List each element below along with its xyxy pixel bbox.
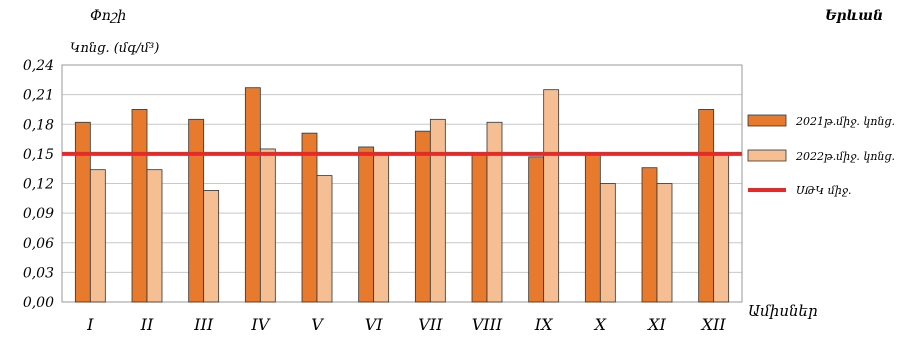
- bar-2022-I: [89, 169, 106, 303]
- x-tick-label: IX: [534, 315, 553, 334]
- bar-2021-IX: [528, 156, 545, 303]
- x-tick-label: X: [593, 315, 607, 334]
- legend-label-2022: 2022թ.միջ. կոնց.: [795, 150, 895, 163]
- bar-2021-X: [584, 153, 601, 303]
- y-tick-label: 0,06: [23, 236, 54, 252]
- y-tick-label: 0,03: [23, 265, 54, 281]
- y-tick-label: 0,18: [23, 117, 54, 133]
- bar-2022-III: [203, 190, 220, 303]
- x-tick-label: VIII: [472, 315, 503, 334]
- y-axis-label-line1: Փոշի: [90, 8, 126, 24]
- bar-2021-VII: [414, 130, 431, 303]
- legend-label-2021: 2021թ.միջ. կոնց.: [795, 115, 895, 128]
- bar-2022-VIII: [486, 121, 503, 303]
- bar-2021-IV: [244, 87, 261, 303]
- bars: [74, 87, 730, 303]
- legend: 2021թ.միջ. կոնց. 2022թ.միջ. կոնց. ՍԹԿ մի…: [747, 114, 895, 197]
- bar-2022-XI: [656, 183, 673, 303]
- legend-swatch-2022: [747, 149, 787, 162]
- bar-2022-IV: [259, 148, 276, 303]
- x-tick-labels: I II III IV V VI VII VIII IX X XI XII: [86, 315, 726, 334]
- bar-2021-VIII: [471, 153, 488, 303]
- bar-2021-VI: [358, 146, 375, 303]
- x-tick-label: VI: [365, 315, 384, 334]
- bar-2022-IX: [543, 89, 560, 303]
- x-tick-label: IV: [250, 315, 270, 334]
- gridlines: [62, 64, 742, 303]
- y-tick-label: 0,24: [23, 58, 54, 74]
- x-tick-label: III: [193, 315, 214, 334]
- x-tick-label: XII: [700, 315, 727, 334]
- y-tick-label: 0,09: [23, 206, 54, 222]
- x-tick-label: XI: [646, 315, 666, 334]
- bar-2022-XII: [713, 153, 730, 303]
- y-tick-label: 0,21: [23, 88, 54, 104]
- plot-area-border: [61, 64, 743, 303]
- bar-2022-VII: [429, 118, 446, 303]
- x-tick-label: VII: [418, 315, 443, 334]
- bar-2021-II: [131, 109, 148, 303]
- legend-swatch-2021: [747, 114, 787, 127]
- y-tick-label: 0,12: [23, 177, 54, 193]
- bar-2021-I: [74, 121, 91, 303]
- x-axis-label: Ամիսներ: [748, 302, 818, 320]
- x-tick-label: V: [311, 315, 324, 334]
- bar-2022-V: [316, 175, 333, 303]
- bar-2021-V: [301, 132, 318, 303]
- bar-2021-III: [188, 118, 205, 303]
- x-tick-label: I: [86, 315, 94, 334]
- y-tick-labels: 0,00 0,03 0,06 0,09 0,12 0,15 0,18 0,21 0,24: [23, 58, 54, 311]
- bar-2022-II: [146, 169, 163, 303]
- bar-2022-X: [599, 183, 616, 303]
- x-tick-label: II: [140, 315, 154, 334]
- bar-2022-VI: [373, 153, 390, 303]
- bar-2021-XI: [641, 167, 658, 303]
- bar-2021-XII: [698, 109, 715, 303]
- y-tick-label: 0,00: [23, 295, 54, 311]
- chart-title: Երևան: [825, 8, 883, 24]
- legend-label-threshold: ՍԹԿ միջ.: [796, 184, 852, 197]
- y-axis-label-line2: Կոնց. (մգ/մ³): [70, 41, 159, 56]
- y-tick-label: 0,15: [23, 147, 54, 163]
